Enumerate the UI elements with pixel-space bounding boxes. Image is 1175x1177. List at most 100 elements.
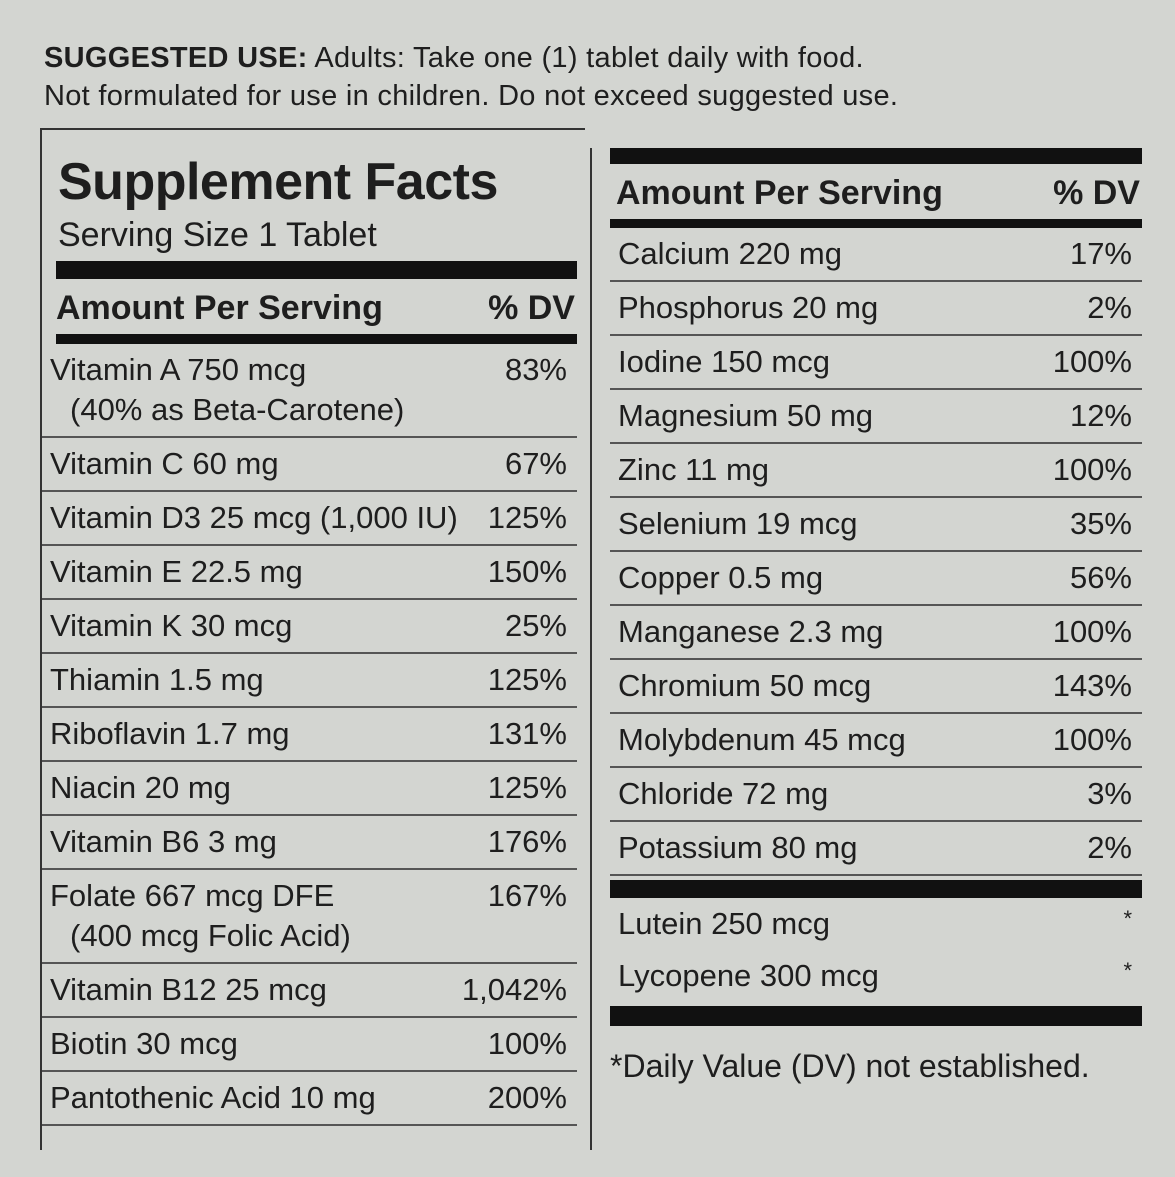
nutrient-name: Zinc 11 mg xyxy=(618,452,770,487)
nutrient-row: Calcium 220 mg 17% xyxy=(610,228,1142,282)
daily-value: 17% xyxy=(1069,236,1132,271)
nutrient-name: Vitamin K 30 mcg xyxy=(50,608,293,643)
nutrient-name: Manganese 2.3 mg xyxy=(618,614,884,649)
nutrient-cell: Phosphorus 20 mg xyxy=(618,290,878,326)
nutrient-cell: Vitamin B12 25 mcg xyxy=(50,972,327,1008)
nutrient-row: Manganese 2.3 mg 100% xyxy=(610,606,1142,660)
thick-rule xyxy=(56,334,577,344)
daily-value: 100% xyxy=(487,1026,567,1061)
nutrient-name: Thiamin 1.5 mg xyxy=(50,662,264,697)
nutrient-note: (400 mcg Folic Acid) xyxy=(70,918,351,953)
nutrient-cell: Chromium 50 mcg xyxy=(618,668,871,704)
daily-value: 150% xyxy=(487,554,567,589)
nutrient-row: Vitamin E 22.5 mg 150% xyxy=(42,546,577,600)
nutrient-row: Vitamin C 60 mg 67% xyxy=(42,438,577,492)
nutrient-row: Copper 0.5 mg 56% xyxy=(610,552,1142,606)
nutrient-cell: Biotin 30 mcg xyxy=(50,1026,238,1062)
nutrient-cell: Folate 667 mcg DFE (400 mcg Folic Acid) xyxy=(50,878,351,954)
col-dv: % DV xyxy=(1053,174,1140,212)
nutrient-cell: Riboflavin 1.7 mg xyxy=(50,716,290,752)
nutrient-name: Niacin 20 mg xyxy=(50,770,231,805)
nutrient-name: Vitamin C 60 mg xyxy=(50,446,279,481)
nutrient-row: Molybdenum 45 mcg 100% xyxy=(610,714,1142,768)
thick-rule xyxy=(56,261,577,279)
nutrient-row: Iodine 150 mcg 100% xyxy=(610,336,1142,390)
nutrient-name: Phosphorus 20 mg xyxy=(618,290,879,325)
nutrient-row: Zinc 11 mg 100% xyxy=(610,444,1142,498)
thick-rule xyxy=(610,1006,1142,1026)
nutrient-name: Folate 667 mcg DFE xyxy=(50,878,335,913)
suggested-use-text: Adults: Take one (1) tablet daily with f… xyxy=(314,42,864,74)
nutrient-cell: Vitamin E 22.5 mg xyxy=(50,554,303,590)
nutrient-row: Magnesium 50 mg 12% xyxy=(610,390,1142,444)
nutrient-cell: Pantothenic Acid 10 mg xyxy=(50,1080,376,1116)
left-panel: Supplement Facts Serving Size 1 Tablet A… xyxy=(40,128,585,1150)
nutrient-cell: Niacin 20 mg xyxy=(50,770,231,806)
nutrient-name: Biotin 30 mcg xyxy=(50,1026,238,1061)
suggested-use-line1: SUGGESTED USE: Adults: Take one (1) tabl… xyxy=(44,42,864,75)
nutrient-cell: Molybdenum 45 mcg xyxy=(618,722,906,758)
daily-value: 3% xyxy=(1087,776,1132,811)
nutrient-cell: Thiamin 1.5 mg xyxy=(50,662,264,698)
nutrient-row: Chromium 50 mcg 143% xyxy=(610,660,1142,714)
nutrient-name: Lycopene 300 mcg xyxy=(618,958,879,993)
suggested-use-line2: Not formulated for use in children. Do n… xyxy=(44,80,899,112)
extra-rows: Lutein 250 mcg * Lycopene 300 mcg * xyxy=(610,898,1150,1002)
nutrient-name: Iodine 150 mcg xyxy=(618,344,830,379)
nutrient-cell: Calcium 220 mg xyxy=(618,236,842,272)
nutrient-cell: Magnesium 50 mg xyxy=(618,398,873,434)
nutrient-row: Chloride 72 mg 3% xyxy=(610,768,1142,822)
nutrient-row: Folate 667 mcg DFE (400 mcg Folic Acid) 16… xyxy=(42,870,577,964)
nutrient-row: Pantothenic Acid 10 mg 200% xyxy=(42,1072,577,1126)
daily-value: * xyxy=(1123,958,1132,983)
nutrient-row: Vitamin K 30 mcg 25% xyxy=(42,600,577,654)
right-panel: Amount Per Serving % DV Calcium 220 mg 17%… xyxy=(590,148,1150,1150)
nutrient-cell: Vitamin C 60 mg xyxy=(50,446,279,482)
nutrient-name: Copper 0.5 mg xyxy=(618,560,824,595)
footnote: *Daily Value (DV) not established. xyxy=(610,1048,1090,1084)
nutrient-name: Vitamin B12 25 mcg xyxy=(50,972,327,1007)
daily-value: 25% xyxy=(504,608,567,643)
daily-value: * xyxy=(1123,906,1132,931)
thick-rule xyxy=(610,148,1142,164)
nutrient-row: Phosphorus 20 mg 2% xyxy=(610,282,1142,336)
panel-title: Supplement Facts xyxy=(58,153,498,211)
daily-value: 143% xyxy=(1052,668,1132,703)
nutrient-cell: Potassium 80 mg xyxy=(618,830,858,866)
nutrient-name: Molybdenum 45 mcg xyxy=(618,722,906,757)
nutrient-row: Vitamin D3 25 mcg (1,000 IU) 125% xyxy=(42,492,577,546)
daily-value: 125% xyxy=(487,770,567,805)
nutrient-row: Biotin 30 mcg 100% xyxy=(42,1018,577,1072)
nutrient-cell: Vitamin A 750 mcg (40% as Beta-Carotene) xyxy=(50,352,404,428)
daily-value: 100% xyxy=(1052,344,1132,379)
thick-rule xyxy=(610,219,1142,228)
daily-value: 100% xyxy=(1052,722,1132,757)
daily-value: 2% xyxy=(1087,290,1132,325)
left-rows: Vitamin A 750 mcg (40% as Beta-Carotene) 8… xyxy=(42,344,585,1126)
nutrient-name: Pantothenic Acid 10 mg xyxy=(50,1080,376,1115)
daily-value: 35% xyxy=(1069,506,1132,541)
daily-value: 125% xyxy=(487,662,567,697)
nutrient-cell: Vitamin B6 3 mg xyxy=(50,824,277,860)
nutrient-name: Riboflavin 1.7 mg xyxy=(50,716,290,751)
nutrient-cell: Manganese 2.3 mg xyxy=(618,614,883,650)
nutrient-cell: Vitamin K 30 mcg xyxy=(50,608,292,644)
nutrient-cell: Selenium 19 mcg xyxy=(618,506,858,542)
nutrient-name: Selenium 19 mcg xyxy=(618,506,858,541)
col-amount: Amount Per Serving xyxy=(56,289,383,327)
column-header: Amount Per Serving % DV xyxy=(610,164,1150,219)
daily-value: 83% xyxy=(504,352,567,387)
nutrient-name: Lutein 250 mcg xyxy=(618,906,830,941)
nutrient-row: Vitamin B12 25 mcg 1,042% xyxy=(42,964,577,1018)
nutrient-name: Vitamin A 750 mcg xyxy=(50,352,307,387)
nutrient-row: Lycopene 300 mcg * xyxy=(610,950,1142,1002)
right-rows: Calcium 220 mg 17% Phosphorus 20 mg 2% Iodin… xyxy=(610,228,1150,876)
serving-size: Serving Size 1 Tablet xyxy=(58,216,377,254)
nutrient-cell: Lutein 250 mcg xyxy=(618,906,830,942)
daily-value: 200% xyxy=(487,1080,567,1115)
nutrient-row: Vitamin B6 3 mg 176% xyxy=(42,816,577,870)
nutrient-note: (40% as Beta-Carotene) xyxy=(70,392,405,427)
nutrient-cell: Lycopene 300 mcg xyxy=(618,958,879,994)
nutrient-name: Potassium 80 mg xyxy=(618,830,858,865)
nutrient-row: Potassium 80 mg 2% xyxy=(610,822,1142,876)
